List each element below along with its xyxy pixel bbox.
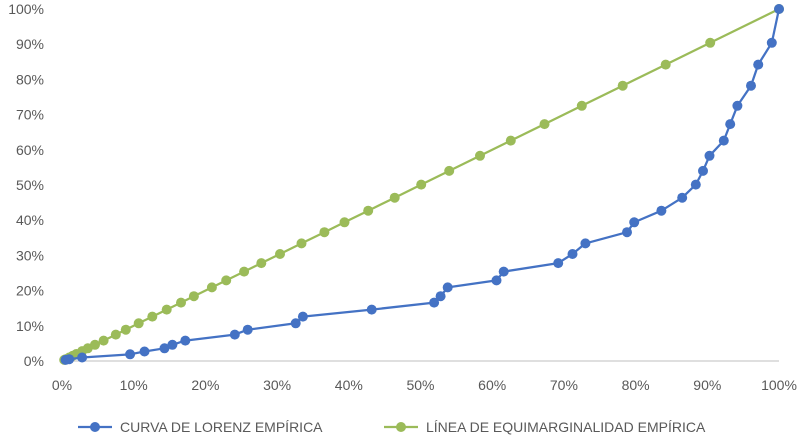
data-point <box>147 311 158 322</box>
y-tick-label: 0% <box>24 353 44 369</box>
series-layer <box>59 4 784 365</box>
data-point <box>363 205 374 216</box>
data-point <box>704 150 715 161</box>
data-point <box>206 282 217 293</box>
data-point <box>475 150 485 161</box>
data-point <box>567 249 578 259</box>
x-tick-label: 60% <box>478 377 506 393</box>
data-point <box>256 258 267 269</box>
data-point <box>242 324 253 335</box>
data-point <box>622 227 632 238</box>
data-point <box>221 275 232 286</box>
data-point <box>98 335 109 346</box>
x-tick-label: 10% <box>120 377 148 393</box>
series-equimarginality-line <box>59 4 784 365</box>
data-point <box>188 291 199 302</box>
y-tick-label: 30% <box>16 247 44 263</box>
legend-item: LÍNEA DE EQUIMARGINALIDAD EMPÍRICA <box>384 419 706 435</box>
data-point <box>732 100 743 111</box>
data-point <box>656 205 667 216</box>
data-point <box>718 135 729 146</box>
data-point <box>539 119 550 130</box>
data-point <box>389 192 400 203</box>
x-tick-label: 30% <box>263 377 291 393</box>
x-tick-label: 20% <box>191 377 219 393</box>
series-lorenz-curve <box>60 4 784 365</box>
y-tick-label: 20% <box>16 283 44 299</box>
y-tick-label: 70% <box>16 107 44 123</box>
data-point <box>660 59 671 70</box>
data-point <box>491 275 502 286</box>
data-point <box>753 59 764 70</box>
y-tick-label: 60% <box>16 142 44 158</box>
y-tick-label: 40% <box>16 212 44 228</box>
legend-item: CURVA DE LORENZ EMPÍRICA <box>78 419 323 435</box>
data-point <box>698 165 708 176</box>
data-point <box>275 249 285 259</box>
data-point <box>442 282 453 293</box>
legend-marker <box>90 422 100 432</box>
data-point <box>125 349 136 360</box>
data-point <box>705 37 716 48</box>
data-point <box>229 329 240 340</box>
data-point <box>429 297 440 308</box>
data-point <box>297 311 308 322</box>
data-point <box>580 238 591 249</box>
x-tick-label: 70% <box>550 377 578 393</box>
data-point <box>110 329 121 340</box>
data-point <box>435 291 446 302</box>
data-point <box>296 238 307 249</box>
data-point <box>159 343 170 354</box>
y-tick-label: 80% <box>16 71 44 87</box>
data-point <box>366 304 377 315</box>
data-point <box>617 80 628 91</box>
data-point <box>444 165 455 176</box>
data-point <box>498 266 509 277</box>
x-tick-label: 0% <box>52 377 72 393</box>
data-point <box>766 37 777 48</box>
x-axis-ticks: 0% 10% 20% 30% 40% 50% 60% 70% 80% 90% 100% <box>52 377 797 393</box>
data-point <box>553 258 564 269</box>
data-point <box>239 266 250 277</box>
legend-marker <box>396 422 406 432</box>
data-point <box>319 227 330 238</box>
legend-label: CURVA DE LORENZ EMPÍRICA <box>120 419 323 435</box>
data-point <box>290 318 301 329</box>
data-point <box>339 217 350 228</box>
data-point <box>576 100 587 111</box>
data-point <box>677 192 688 203</box>
data-point <box>139 346 150 357</box>
y-tick-label: 50% <box>16 177 44 193</box>
y-axis-ticks: 0% 10% 20% 30% 40% 50% 60% 70% 80% 90% 100% <box>8 1 44 369</box>
data-point <box>629 217 640 228</box>
data-point <box>90 339 100 350</box>
x-tick-label: 100% <box>761 377 797 393</box>
y-tick-label: 90% <box>16 36 44 52</box>
data-point <box>176 297 186 308</box>
data-point <box>725 119 736 130</box>
x-tick-label: 40% <box>335 377 363 393</box>
legend-label: LÍNEA DE EQUIMARGINALIDAD EMPÍRICA <box>426 419 706 435</box>
x-tick-label: 50% <box>406 377 434 393</box>
data-point <box>746 80 756 91</box>
data-point <box>77 352 88 363</box>
data-point <box>161 304 172 315</box>
x-tick-label: 80% <box>622 377 650 393</box>
data-point <box>774 4 784 14</box>
x-tick-label: 90% <box>693 377 721 393</box>
data-point <box>690 179 701 190</box>
y-tick-label: 10% <box>16 318 44 334</box>
legend: CURVA DE LORENZ EMPÍRICA LÍNEA DE EQUIMAR… <box>78 419 706 435</box>
data-point <box>505 135 516 146</box>
y-tick-label: 100% <box>8 1 44 17</box>
data-point <box>416 179 427 190</box>
data-point <box>120 324 131 335</box>
data-point <box>180 335 191 346</box>
data-point <box>167 339 178 350</box>
data-point <box>64 354 75 365</box>
data-point <box>133 318 144 329</box>
